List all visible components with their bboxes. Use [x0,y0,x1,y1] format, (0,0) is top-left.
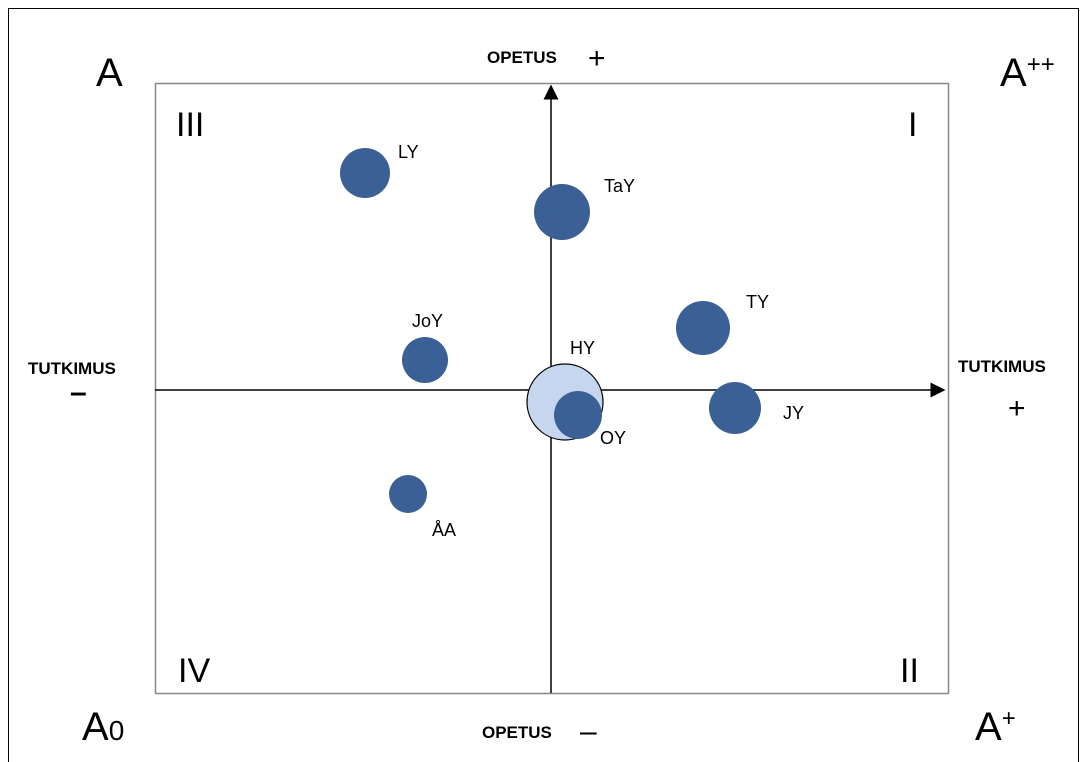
corner-label: A [96,51,123,95]
bubble [534,184,590,240]
node-label: ÅA [432,520,456,540]
axis-label: OPETUS [482,723,552,742]
quadrant-label: II [900,652,919,690]
axis-label: OPETUS [487,48,557,67]
quadrant-label: I [908,106,917,144]
axis-label: TUTKIMUS [28,359,116,378]
node-label: TY [746,292,769,312]
node-label: TaY [604,176,635,196]
bubble [389,475,427,513]
corner-label: A++ [1000,51,1055,95]
node-label: JoY [412,311,443,331]
node-label: LY [398,142,419,162]
corner-label: A0 [82,705,124,749]
axis-label: TUTKIMUS [958,357,1046,376]
corner-label: A+ [975,705,1016,749]
inner-frame [154,82,950,695]
bubble [340,148,390,198]
axis-sign: + [1008,392,1026,425]
outer-frame [8,8,1079,762]
bubble [709,382,761,434]
node-label: JY [783,403,804,423]
axis-sign: – [70,376,87,409]
node-label: HY [570,338,595,358]
axis-sign: + [588,42,606,75]
node-label: OY [600,428,626,448]
bubble [554,391,602,439]
bubble [402,337,448,383]
quadrant-label: III [176,106,204,144]
quadrant-label: IV [178,652,210,690]
axis-sign: – [580,715,597,748]
bubble [676,301,730,355]
